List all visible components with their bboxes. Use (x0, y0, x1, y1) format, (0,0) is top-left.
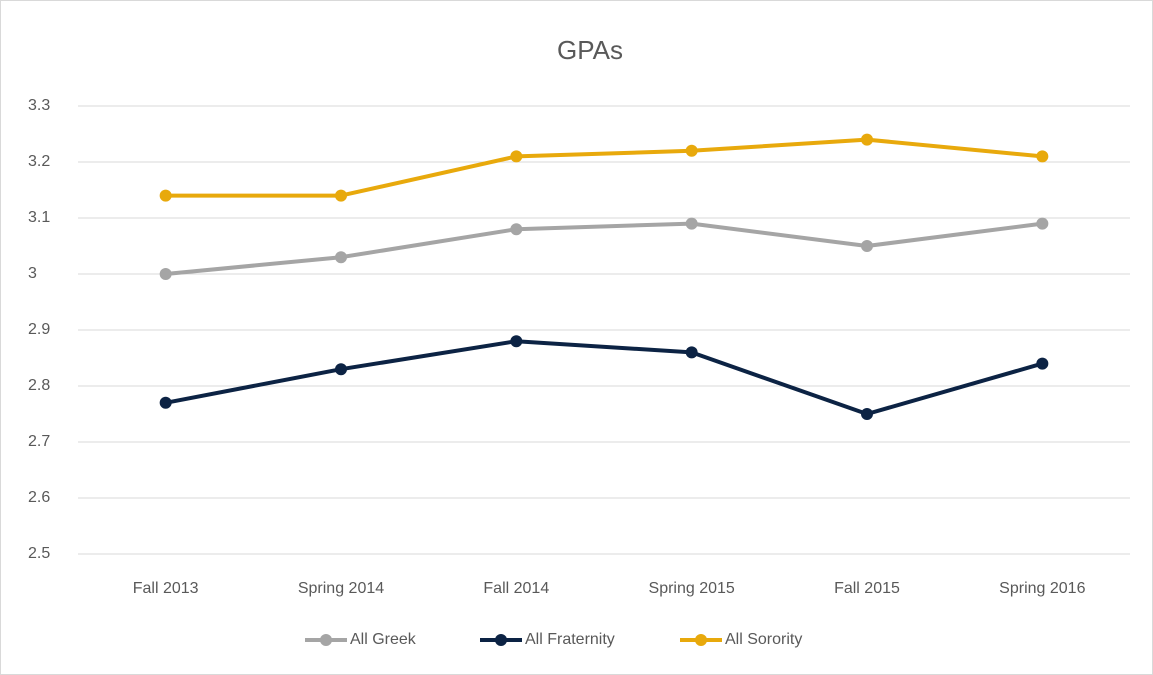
x-tick-label: Spring 2014 (298, 580, 384, 597)
legend-label: All Greek (350, 631, 417, 648)
data-point (510, 223, 523, 236)
data-point (861, 240, 873, 252)
y-tick-label: 2.9 (28, 321, 50, 338)
series-line (165, 339, 1043, 416)
y-tick-label: 3 (28, 265, 37, 282)
y-tick-label: 2.7 (28, 433, 50, 450)
x-tick-label: Spring 2016 (999, 580, 1085, 597)
data-point (1036, 217, 1049, 230)
x-tick-label: Fall 2013 (133, 580, 199, 597)
data-point (685, 346, 698, 359)
data-point (1036, 150, 1049, 163)
series-line (165, 137, 1043, 198)
legend-marker (320, 634, 332, 646)
data-point (510, 150, 523, 163)
y-tick-label: 2.8 (28, 377, 50, 394)
data-point (685, 217, 698, 230)
y-tick-label: 3.1 (28, 209, 50, 226)
chart-title: GPAs (557, 35, 623, 65)
y-tick-label: 2.5 (28, 545, 50, 562)
data-point (861, 408, 873, 420)
x-tick-label: Spring 2015 (649, 580, 735, 597)
legend-label: All Sorority (725, 631, 802, 648)
data-point (685, 144, 698, 157)
y-tick-label: 2.6 (28, 489, 50, 506)
data-point (159, 268, 172, 280)
data-point (335, 363, 347, 376)
y-tick-label: 3.3 (28, 97, 50, 114)
x-tick-label: Fall 2014 (483, 580, 549, 597)
data-point (335, 251, 347, 264)
legend-marker (495, 634, 507, 646)
data-point (335, 189, 347, 202)
y-tick-label: 3.2 (28, 153, 50, 170)
legend-label: All Fraternity (525, 631, 615, 648)
x-tick-label: Fall 2015 (834, 580, 900, 597)
data-point (159, 396, 172, 409)
legend-marker (695, 634, 707, 646)
series-line (165, 221, 1043, 276)
data-point (1036, 357, 1049, 370)
data-point (861, 133, 873, 146)
data-point (510, 335, 523, 348)
data-point (159, 189, 172, 202)
